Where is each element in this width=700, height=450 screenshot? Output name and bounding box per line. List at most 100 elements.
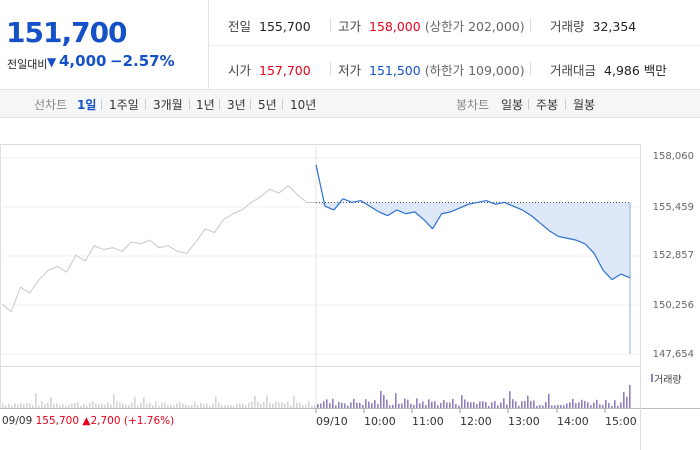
volume-bar	[485, 402, 487, 408]
tab-monthly-candle[interactable]: 월봉	[573, 98, 596, 112]
y-tick-label: 155,459	[652, 202, 694, 213]
volume-bar	[452, 398, 454, 408]
today-line-segment	[522, 209, 532, 217]
divider	[219, 99, 220, 110]
volume-bar	[497, 405, 499, 408]
volume-bar	[152, 405, 154, 408]
tab-1-day[interactable]: 1일	[77, 98, 97, 112]
volume-bar	[482, 401, 484, 408]
volume-bar	[44, 403, 46, 408]
volume-bar	[314, 405, 316, 408]
volume-bar	[296, 402, 298, 408]
volume-frame	[0, 366, 641, 409]
tab-3-months[interactable]: 3개월	[153, 98, 183, 112]
volume-bar	[404, 398, 406, 408]
divider	[528, 99, 529, 110]
volume-bar	[572, 398, 574, 408]
x-tick-label: 11:00	[412, 415, 444, 428]
volume-bar	[578, 402, 580, 408]
change-value: 4,000	[59, 52, 107, 70]
volume-legend-icon	[651, 374, 653, 382]
volume-bar	[155, 401, 157, 408]
tab-weekly-candle[interactable]: 주봉	[536, 98, 559, 112]
today-line-segment	[414, 211, 425, 220]
tab-5-years[interactable]: 5년	[258, 98, 277, 112]
volume-bar	[86, 405, 88, 408]
down-arrow-icon: ▼	[47, 55, 57, 69]
volume-bar	[458, 405, 460, 408]
today-line-segment	[324, 205, 335, 211]
x-tick-label: 13:00	[508, 415, 540, 428]
volume-bar	[35, 393, 37, 408]
volume-bar	[425, 405, 427, 408]
volume-bar	[191, 404, 193, 408]
prev-day-change-pct: (+1.76%)	[123, 415, 175, 427]
tab-10-years[interactable]: 10년	[290, 98, 317, 112]
volume-bar	[125, 404, 127, 408]
today-line-segment	[342, 198, 353, 204]
stat-amount: 거래대금 4,986 백만	[550, 60, 667, 79]
volume-bar	[446, 402, 448, 408]
quote-summary: 151,700 전일대비 ▼ 4,000 −2.57% 전일 155,700 고가…	[0, 0, 700, 90]
stat-label: 저가	[338, 63, 362, 78]
volume-bar	[29, 403, 31, 408]
volume-bar	[467, 401, 469, 408]
volume-bar	[131, 402, 133, 408]
divider	[101, 99, 102, 110]
volume-bar	[329, 403, 331, 408]
volume-bar	[53, 403, 55, 408]
volume-bar	[89, 402, 91, 408]
volume-bar	[464, 399, 466, 408]
volume-bar	[77, 402, 79, 408]
volume-bar	[395, 393, 397, 408]
volume-bar	[380, 390, 382, 408]
volume-bar	[278, 402, 280, 408]
volume-bar	[434, 401, 436, 408]
volume-bar	[518, 405, 520, 408]
volume-bar	[362, 404, 364, 408]
volume-bar	[299, 402, 301, 408]
volume-bar	[371, 403, 373, 408]
volume-bar	[326, 399, 328, 408]
volume-bar	[2, 403, 4, 408]
volume-bar	[203, 403, 205, 408]
volume-bar	[182, 403, 184, 408]
tab-1-year[interactable]: 1년	[196, 98, 215, 112]
volume-bar	[185, 404, 187, 408]
volume-bar	[143, 397, 145, 408]
volume-bar	[140, 403, 142, 408]
volume-bar	[212, 403, 214, 408]
y-tick-label: 158,060	[652, 151, 694, 162]
today-line-segment	[530, 215, 541, 224]
volume-bar	[608, 402, 610, 408]
volume-bar	[488, 405, 490, 408]
stat-label: 시가	[228, 63, 252, 78]
volume-bar	[200, 402, 202, 408]
volume-bar	[341, 402, 343, 408]
tab-1-week[interactable]: 1주일	[109, 98, 139, 112]
up-arrow-icon: ▲	[82, 415, 91, 427]
tab-daily-candle[interactable]: 일봉	[501, 98, 524, 112]
volume-bar	[515, 401, 517, 408]
volume-bar	[584, 401, 586, 408]
volume-bar	[557, 404, 559, 408]
tab-3-years[interactable]: 3년	[227, 98, 246, 112]
volume-bar	[227, 405, 229, 408]
volume-bar	[83, 403, 85, 408]
stat-label: 고가	[338, 19, 362, 34]
volume-bar	[389, 405, 391, 408]
volume-bar	[158, 405, 160, 408]
volume-bar	[17, 404, 19, 408]
volume-bar	[266, 395, 268, 408]
today-line-segment	[495, 201, 505, 205]
volume-bar	[8, 403, 10, 408]
stat-value: 158,000	[369, 19, 421, 34]
volume-bar	[209, 405, 211, 408]
volume-bar	[59, 405, 61, 408]
volume-bar	[56, 403, 58, 408]
price-chart[interactable]: 158,060 155,459 152,857 150,256 147,654 …	[0, 118, 700, 450]
stat-low: 저가 151,500 (하한가 109,000)	[338, 60, 525, 79]
volume-bar	[551, 405, 553, 408]
y-tick-label: 152,857	[652, 250, 694, 261]
volume-bar	[248, 402, 250, 408]
